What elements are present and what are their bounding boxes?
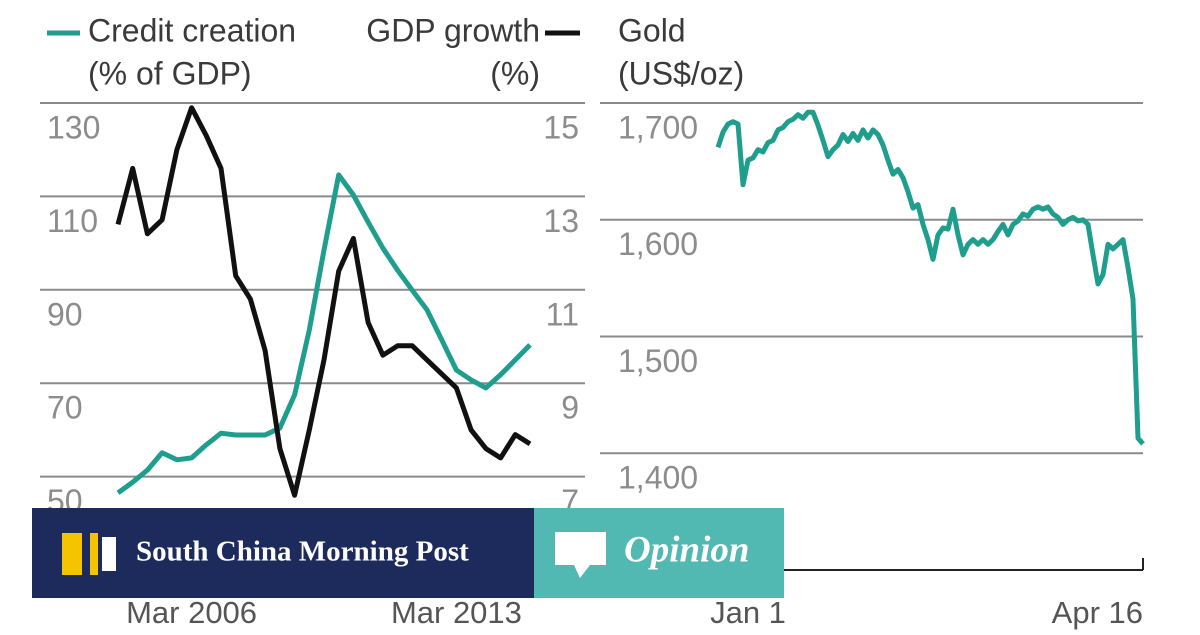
banner: South China Morning Post Opinion <box>32 508 784 598</box>
y2-tick-label: 15 <box>543 109 579 145</box>
series-line <box>116 172 532 495</box>
series-line <box>115 105 532 498</box>
speech-icon <box>555 532 606 578</box>
y-tick-label: 130 <box>47 109 100 145</box>
legend-label: GDP growth <box>366 12 540 48</box>
logo-stripe <box>102 537 116 571</box>
y-tick-label: 90 <box>47 296 83 332</box>
y-tick-label: 1,400 <box>618 460 698 496</box>
y-tick-label: 1,600 <box>618 226 698 262</box>
y-tick-label: 70 <box>47 390 83 426</box>
series-line <box>715 109 1145 446</box>
y-tick-label: 110 <box>47 203 98 239</box>
legend-label: Gold <box>618 12 686 48</box>
y-tick-label: 1,700 <box>618 109 698 145</box>
y-tick-label: 1,500 <box>618 343 698 379</box>
legend-label: Credit creation <box>88 12 296 48</box>
x-tick-label: Jan 1 <box>710 595 786 630</box>
axis-unit: (US$/oz) <box>618 55 744 91</box>
axis-unit: (% of GDP) <box>88 55 252 91</box>
brand-name: South China Morning Post <box>136 536 469 568</box>
x-tick-label: Apr 16 <box>1052 595 1143 630</box>
section-name: Opinion <box>624 529 749 570</box>
y2-tick-label: 11 <box>546 296 579 332</box>
y2-tick-label: 13 <box>543 203 579 239</box>
x-tick-label: Mar 2006 <box>126 595 257 630</box>
logo-stripe <box>82 533 90 575</box>
axis-unit: (%) <box>490 55 540 91</box>
x-tick-label: Mar 2013 <box>391 595 522 630</box>
y2-tick-label: 9 <box>561 390 579 426</box>
